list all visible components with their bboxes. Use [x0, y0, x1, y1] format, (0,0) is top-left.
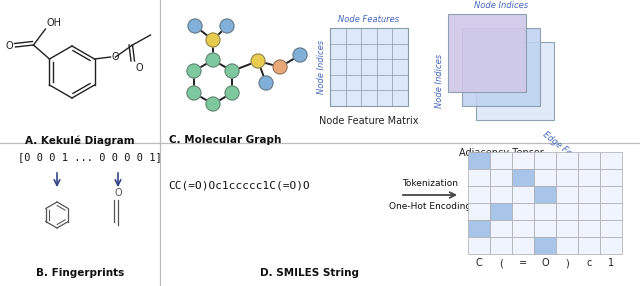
- Circle shape: [273, 60, 287, 74]
- Text: Node Indices: Node Indices: [435, 54, 444, 108]
- Bar: [534, 203, 556, 220]
- Text: Node Feature Matrix: Node Feature Matrix: [319, 116, 419, 126]
- Text: (: (: [499, 258, 503, 268]
- Circle shape: [220, 19, 234, 33]
- Text: O: O: [136, 63, 143, 73]
- Circle shape: [206, 97, 220, 111]
- Bar: [468, 152, 490, 169]
- Circle shape: [293, 48, 307, 62]
- Bar: [490, 203, 512, 220]
- Bar: [556, 237, 578, 254]
- Bar: [534, 237, 556, 254]
- Bar: [448, 14, 526, 92]
- Text: Adjacency Tensor: Adjacency Tensor: [459, 148, 543, 158]
- Text: O: O: [6, 41, 13, 51]
- Bar: [468, 203, 490, 220]
- Bar: [330, 28, 408, 106]
- Circle shape: [225, 64, 239, 78]
- Bar: [468, 169, 490, 186]
- Bar: [476, 42, 554, 120]
- Bar: [534, 152, 556, 169]
- Bar: [468, 237, 490, 254]
- Circle shape: [259, 76, 273, 90]
- Bar: [578, 186, 600, 203]
- Circle shape: [225, 86, 239, 100]
- Bar: [578, 220, 600, 237]
- Text: B. Fingerprints: B. Fingerprints: [36, 268, 124, 278]
- Bar: [512, 220, 534, 237]
- Bar: [578, 237, 600, 254]
- Bar: [556, 152, 578, 169]
- Text: A. Kekulé Diagram: A. Kekulé Diagram: [25, 135, 135, 146]
- Bar: [490, 220, 512, 237]
- Bar: [512, 152, 534, 169]
- Bar: [556, 203, 578, 220]
- Bar: [512, 203, 534, 220]
- Bar: [600, 237, 622, 254]
- Bar: [556, 220, 578, 237]
- Text: c: c: [586, 258, 592, 268]
- Bar: [600, 220, 622, 237]
- Bar: [512, 237, 534, 254]
- Text: OH: OH: [47, 18, 61, 28]
- Circle shape: [206, 33, 220, 47]
- Bar: [600, 152, 622, 169]
- Bar: [490, 152, 512, 169]
- Text: O: O: [541, 258, 549, 268]
- Bar: [556, 169, 578, 186]
- Bar: [600, 186, 622, 203]
- Text: 1: 1: [608, 258, 614, 268]
- Bar: [578, 203, 600, 220]
- Circle shape: [187, 64, 201, 78]
- Bar: [490, 169, 512, 186]
- Circle shape: [187, 86, 201, 100]
- Bar: [468, 220, 490, 237]
- Circle shape: [206, 53, 220, 67]
- Text: =: =: [519, 258, 527, 268]
- Bar: [512, 186, 534, 203]
- Text: Tokenization: Tokenization: [402, 179, 458, 188]
- Bar: [534, 169, 556, 186]
- Text: ): ): [565, 258, 569, 268]
- Bar: [468, 186, 490, 203]
- Text: O: O: [111, 52, 119, 62]
- Text: Node Indices: Node Indices: [474, 1, 528, 10]
- Text: D. SMILES String: D. SMILES String: [260, 268, 360, 278]
- Text: Edge Features: Edge Features: [541, 130, 595, 174]
- Bar: [600, 203, 622, 220]
- Text: Node Indices: Node Indices: [317, 40, 326, 94]
- Circle shape: [251, 54, 265, 68]
- Bar: [462, 28, 540, 106]
- Bar: [578, 169, 600, 186]
- Bar: [490, 237, 512, 254]
- Text: O: O: [114, 188, 122, 198]
- Bar: [600, 169, 622, 186]
- Text: C: C: [476, 258, 483, 268]
- Text: Node Features: Node Features: [339, 15, 399, 24]
- Text: [0 0 0 1 ... 0 0 0 0 1]: [0 0 0 1 ... 0 0 0 0 1]: [18, 152, 162, 162]
- Bar: [534, 220, 556, 237]
- Text: CC(=O)Oc1ccccc1C(=O)O: CC(=O)Oc1ccccc1C(=O)O: [168, 180, 310, 190]
- Bar: [556, 186, 578, 203]
- Bar: [512, 169, 534, 186]
- Text: One-Hot Encoding: One-Hot Encoding: [389, 202, 471, 211]
- Circle shape: [188, 19, 202, 33]
- Bar: [578, 152, 600, 169]
- Bar: [490, 186, 512, 203]
- Text: C. Molecular Graph: C. Molecular Graph: [169, 135, 281, 145]
- Bar: [534, 186, 556, 203]
